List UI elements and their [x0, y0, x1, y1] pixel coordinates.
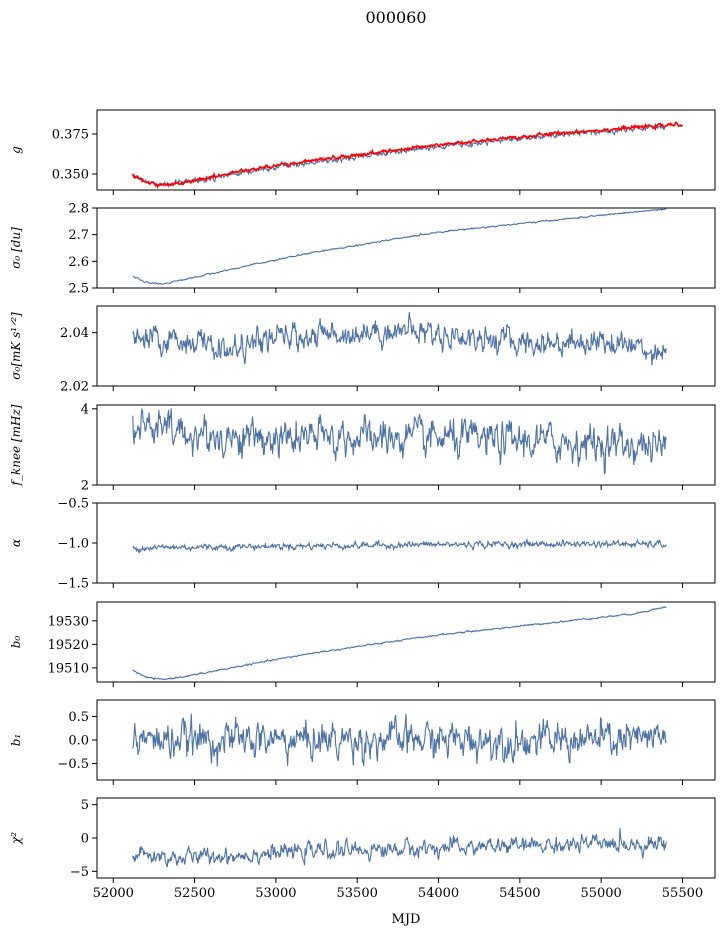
x-tick-label: 54000	[418, 886, 459, 901]
panel-5: −1.5 −1.0 −0.5 α	[9, 497, 716, 592]
y-tick-label: 2	[81, 479, 89, 494]
series-line	[132, 713, 667, 767]
series-line-overlay	[132, 121, 684, 190]
x-tick-label: 52500	[174, 886, 215, 901]
series-line	[132, 208, 667, 285]
y-axis-label: g	[9, 146, 23, 154]
axes-frame	[96, 699, 716, 781]
panel-2: 2.5 2.6 2.7 2.8 σ₀ [du]	[9, 202, 716, 297]
panels: 0.350 0.375 g 2.5 2.6 2.7 2.8 σ₀ [du] 2.02 2.04 σ₀…	[9, 109, 716, 901]
y-tick-label: 2.7	[68, 228, 89, 243]
y-axis-label: b₀	[9, 636, 23, 649]
y-tick-label: 5	[81, 798, 89, 813]
panel-6: 19510 19520 19530 b₀	[9, 601, 716, 687]
y-tick-label: 0.5	[68, 710, 89, 725]
y-tick-label: 0.0	[68, 734, 89, 749]
y-tick-label: 2.02	[60, 380, 89, 395]
axes-frame	[96, 305, 716, 387]
x-tick-label: 53000	[255, 886, 296, 901]
panel-7: −0.5 0.0 0.5 b₁	[9, 699, 716, 785]
y-tick-label: 0.350	[52, 168, 89, 183]
y-tick-label: 2.5	[68, 282, 89, 297]
series-line	[132, 537, 667, 554]
y-axis-label: χ²	[9, 832, 23, 845]
axes-frame	[96, 601, 716, 683]
series-line	[132, 407, 667, 475]
x-tick-label: 55000	[580, 886, 621, 901]
y-tick-label: −0.5	[57, 757, 89, 772]
y-axis-label: σ₀[mK s¹ᐟ²]	[9, 312, 23, 380]
panel-3: 2.02 2.04 σ₀[mK s¹ᐟ²]	[9, 305, 716, 395]
y-tick-label: 4	[81, 402, 89, 417]
series-line	[132, 827, 667, 868]
y-tick-label: −5	[70, 865, 89, 880]
panel-4: 2 4 f_knee [mHz]	[9, 402, 716, 494]
y-axis-label: α	[9, 539, 23, 547]
figure-title: 000060	[365, 8, 426, 27]
axes-frame	[96, 404, 716, 486]
y-axis-label: b₁	[9, 734, 23, 747]
axes-frame	[96, 109, 716, 191]
y-tick-label: −1.0	[57, 537, 89, 552]
panel-1: 0.350 0.375 g	[9, 109, 716, 195]
y-tick-label: 2.04	[60, 326, 89, 341]
y-tick-label: 2.8	[68, 202, 89, 217]
y-tick-label: 19510	[48, 661, 89, 676]
y-tick-label: −1.5	[57, 577, 89, 592]
y-tick-label: −0.5	[57, 497, 89, 512]
x-tick-label: 52000	[93, 886, 134, 901]
y-tick-label: 0	[81, 832, 89, 847]
series-line	[132, 606, 667, 681]
x-tick-label: 54500	[499, 886, 540, 901]
panel-8: −5 0 5 52000 52500 53000 53500 54000 54500 55000 5…	[9, 797, 716, 901]
y-axis-label: σ₀ [du]	[9, 227, 23, 269]
y-tick-label: 2.6	[68, 255, 89, 270]
axes-frame	[96, 797, 716, 879]
series-line	[132, 312, 667, 366]
y-tick-label: 19520	[48, 638, 89, 653]
y-axis-label: f_knee [mHz]	[9, 404, 23, 486]
x-axis-label: MJD	[392, 912, 421, 927]
axes-frame	[96, 207, 716, 289]
y-tick-label: 19530	[48, 614, 89, 629]
y-tick-label: 0.375	[52, 128, 89, 143]
x-tick-label: 55500	[662, 886, 703, 901]
x-tick-label: 53500	[337, 886, 378, 901]
